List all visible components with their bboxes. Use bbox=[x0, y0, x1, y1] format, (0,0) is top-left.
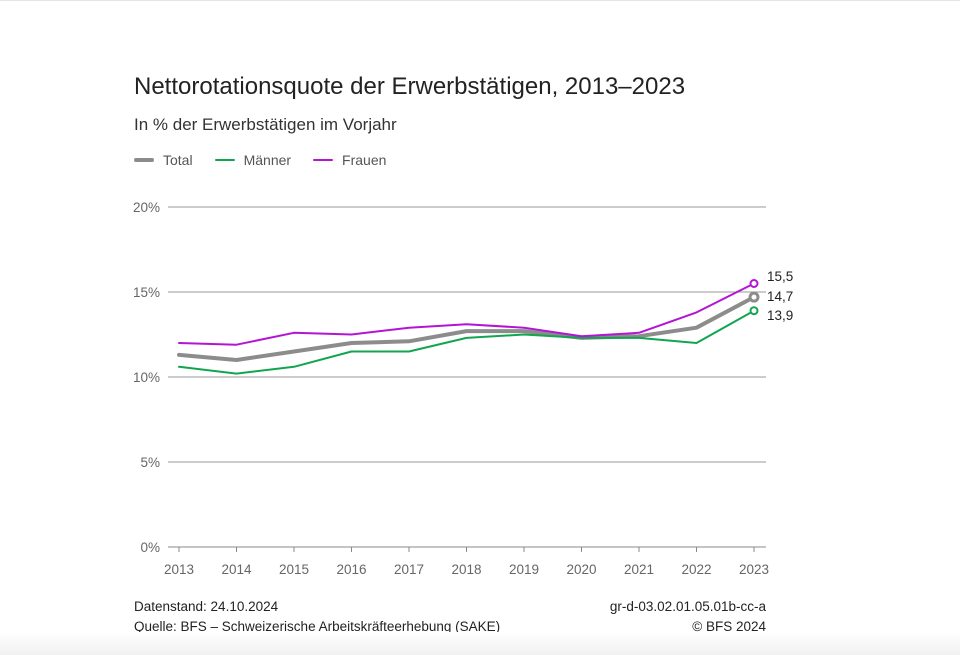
y-tick-label: 10% bbox=[133, 370, 160, 385]
quelle-text: Quelle: BFS – Schweizerische Arbeitskräf… bbox=[134, 619, 501, 634]
x-tick-label: 2014 bbox=[221, 562, 252, 577]
x-tick-label: 2016 bbox=[336, 562, 366, 577]
x-tick-label: 2021 bbox=[624, 562, 654, 577]
end-marker bbox=[749, 306, 759, 316]
x-tick-label: 2015 bbox=[279, 562, 309, 577]
x-axis: 2013 2014 2015 2016 2017 2018 2019 2020 2021 2022… bbox=[164, 547, 769, 577]
legend-item-2: Männer bbox=[214, 152, 292, 168]
top-rule bbox=[0, 0, 960, 1]
end-marker bbox=[749, 279, 759, 288]
end-value-label: 14,7 bbox=[767, 289, 793, 304]
legend: Total Männer Frauen bbox=[134, 151, 408, 169]
legend-swatch bbox=[313, 159, 334, 161]
chart-subtitle: In % der Erwerbstätigen im Vorjahr bbox=[134, 115, 397, 134]
graphic-code-text: gr-d-03.02.01.05.01b-cc-a bbox=[609, 599, 766, 614]
y-tick-label: 5% bbox=[140, 455, 160, 470]
end-marker bbox=[748, 291, 760, 303]
bottom-band bbox=[0, 632, 960, 655]
line-chart: 0%5%10%15%20% 2013 2014 2015 2016 2017 2018 20… bbox=[133, 200, 793, 577]
legend-label: Total bbox=[163, 152, 193, 168]
end-value-label: 13,9 bbox=[767, 308, 793, 323]
x-tick-label: 2022 bbox=[681, 562, 711, 577]
series-line-mnner bbox=[178, 309, 755, 375]
end-value-label: 15,5 bbox=[767, 269, 793, 284]
series-line-frauen bbox=[178, 282, 755, 346]
y-tick-label: 20% bbox=[133, 200, 160, 215]
x-tick-label: 2013 bbox=[164, 562, 194, 577]
y-tick-label: 15% bbox=[133, 285, 160, 300]
x-tick-label: 2019 bbox=[509, 562, 539, 577]
footer-notes: Datenstand: 24.10.2024 Quelle: BFS – Sch… bbox=[134, 597, 500, 637]
grid-lines: 0% 5% 10% 15% 20% bbox=[133, 200, 766, 555]
x-tick-label: 2017 bbox=[394, 562, 424, 577]
copyright-text: © BFS 2024 bbox=[692, 619, 766, 634]
value-labels: 14,7 13,9 15,5 bbox=[748, 269, 793, 323]
x-tick-label: 2018 bbox=[451, 562, 481, 577]
series-line-total bbox=[177, 295, 756, 362]
legend-swatch bbox=[214, 159, 235, 161]
x-tick-label: 2023 bbox=[739, 562, 769, 577]
y-tick-label: 0% bbox=[140, 540, 160, 555]
legend-label: Männer bbox=[243, 152, 292, 168]
legend-label: Frauen bbox=[342, 152, 387, 168]
footer-meta: gr-d-03.02.01.05.01b-cc-a © BFS 2024 bbox=[610, 597, 766, 637]
chart-title: Nettorotationsquote der Erwerbstätigen, … bbox=[134, 73, 686, 100]
legend-item-1: Total bbox=[134, 152, 193, 168]
legend-swatch bbox=[134, 158, 154, 162]
datenstand-text: Datenstand: 24.10.2024 bbox=[134, 599, 279, 614]
series-lines bbox=[177, 282, 756, 375]
legend-item-3: Frauen bbox=[313, 152, 386, 168]
x-tick-label: 2020 bbox=[566, 562, 596, 577]
